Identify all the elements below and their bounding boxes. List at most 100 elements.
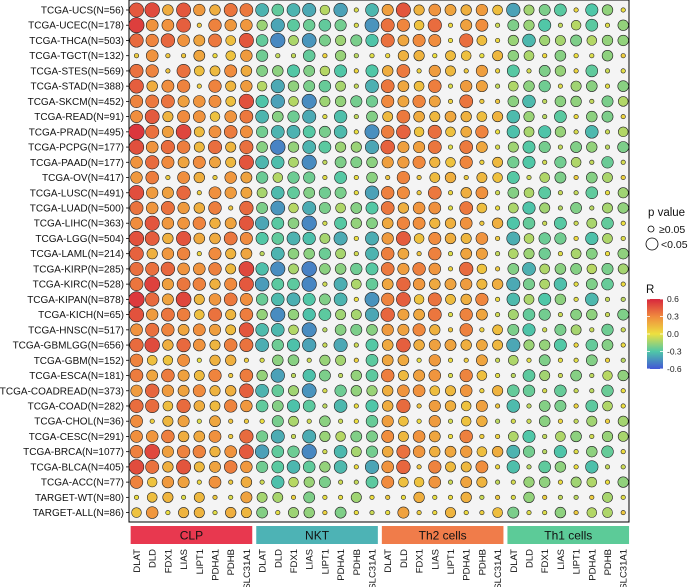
bubble bbox=[259, 479, 265, 485]
bubble bbox=[223, 125, 238, 139]
bubble bbox=[447, 98, 453, 104]
bubble bbox=[334, 171, 347, 184]
bubble bbox=[225, 263, 237, 275]
bubble bbox=[353, 296, 359, 302]
bubble bbox=[476, 476, 488, 488]
bubble bbox=[432, 53, 438, 59]
bubble bbox=[193, 430, 206, 443]
bubble bbox=[573, 510, 579, 516]
bubble bbox=[554, 110, 567, 123]
bubble bbox=[322, 327, 328, 333]
bubble bbox=[162, 293, 174, 306]
bubble bbox=[447, 312, 453, 318]
bubble bbox=[209, 65, 221, 77]
bubble bbox=[161, 429, 175, 444]
bubble bbox=[507, 34, 519, 47]
bubble bbox=[573, 296, 579, 302]
bubble bbox=[129, 246, 144, 261]
bubble bbox=[507, 19, 520, 32]
bubble bbox=[144, 276, 161, 293]
colorbar-tick-label: -0.3 bbox=[667, 347, 682, 357]
bubble bbox=[573, 7, 579, 13]
bubble bbox=[162, 4, 174, 16]
bubble bbox=[538, 354, 551, 367]
bubble bbox=[290, 433, 296, 439]
bubble bbox=[459, 308, 473, 322]
bubble bbox=[557, 205, 563, 211]
bubble bbox=[604, 479, 610, 485]
bubble bbox=[161, 476, 174, 489]
bubble bbox=[302, 399, 316, 413]
bubble bbox=[288, 476, 299, 488]
bubble bbox=[353, 342, 359, 348]
bubble bbox=[475, 3, 488, 17]
bubble bbox=[585, 125, 599, 139]
bubble bbox=[508, 80, 519, 92]
bubble bbox=[145, 33, 159, 48]
bubble bbox=[427, 292, 442, 307]
bubble bbox=[522, 262, 536, 276]
row-label: TCGA-STAD(N=388) bbox=[31, 82, 124, 93]
bubble bbox=[128, 291, 145, 308]
bubble bbox=[428, 34, 442, 47]
bubble bbox=[353, 479, 359, 485]
bubble bbox=[557, 190, 563, 196]
bubble bbox=[413, 294, 425, 305]
bubble bbox=[554, 461, 567, 473]
bubble bbox=[129, 2, 144, 18]
bubble bbox=[333, 444, 348, 459]
bubble bbox=[396, 292, 411, 307]
bubble bbox=[369, 53, 375, 59]
bubble bbox=[366, 217, 378, 230]
bubble bbox=[240, 186, 253, 199]
bubble bbox=[604, 83, 610, 89]
bubble bbox=[322, 159, 328, 165]
bubble bbox=[224, 399, 238, 413]
bubble bbox=[365, 95, 379, 108]
bubble bbox=[193, 95, 206, 108]
bubble bbox=[161, 155, 175, 169]
bubble bbox=[240, 65, 253, 77]
bubble bbox=[272, 172, 284, 183]
bubble bbox=[350, 491, 362, 503]
bubble bbox=[209, 278, 221, 290]
bubble bbox=[617, 141, 630, 153]
bubble bbox=[604, 464, 610, 470]
bubble bbox=[416, 464, 422, 470]
bubble bbox=[507, 384, 520, 397]
bubble bbox=[570, 141, 582, 153]
bubble bbox=[495, 418, 501, 424]
bubble bbox=[381, 232, 394, 245]
bubble bbox=[303, 476, 315, 488]
r-colorbar bbox=[647, 299, 663, 369]
bubble bbox=[495, 403, 501, 409]
bubble bbox=[557, 494, 563, 500]
bubble bbox=[570, 95, 582, 108]
bubble bbox=[620, 449, 626, 455]
bubble bbox=[255, 34, 269, 47]
bubble bbox=[506, 399, 520, 413]
bubble bbox=[128, 185, 145, 201]
bubble bbox=[620, 175, 626, 181]
bubble bbox=[353, 510, 359, 516]
bubble bbox=[444, 171, 457, 184]
bubble bbox=[396, 277, 411, 292]
column-label: FDX1 bbox=[540, 549, 551, 573]
colorbar-tick-label: 0.6 bbox=[667, 294, 679, 304]
row-label: TCGA-HNSC(N=517) bbox=[28, 325, 124, 336]
bubble bbox=[192, 445, 206, 459]
bubble bbox=[161, 79, 175, 93]
bubble bbox=[129, 353, 144, 367]
bubble bbox=[539, 370, 551, 381]
bubble bbox=[256, 491, 268, 503]
bubble bbox=[365, 79, 379, 94]
bubble bbox=[177, 262, 190, 276]
column-label: DLD bbox=[399, 549, 410, 568]
colorbar-tick-label: 0.3 bbox=[667, 312, 679, 322]
bubble bbox=[459, 155, 473, 169]
bubble bbox=[338, 479, 344, 485]
column-label: SLC31A1 bbox=[619, 549, 630, 587]
bubble bbox=[129, 261, 144, 276]
bubble bbox=[397, 308, 410, 321]
bubble bbox=[428, 415, 441, 428]
